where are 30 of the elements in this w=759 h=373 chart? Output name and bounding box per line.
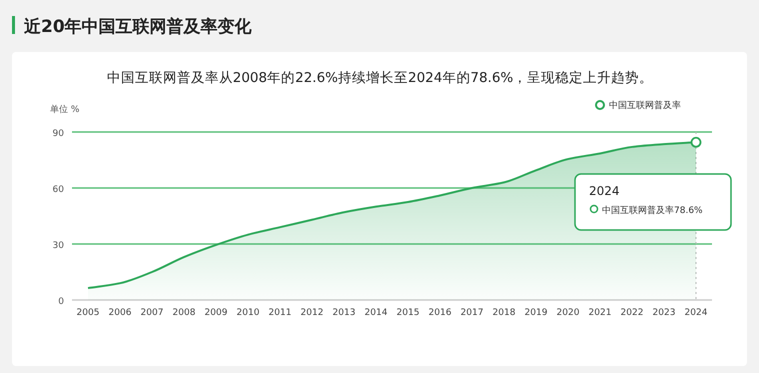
y-tick-label: 90 <box>52 129 64 139</box>
x-tick-label: 2005 <box>76 308 100 318</box>
x-tick-label: 2006 <box>108 308 132 318</box>
x-tick-label: 2008 <box>172 308 196 318</box>
chart-title: 近20年中国互联网普及率变化 <box>23 16 253 37</box>
x-tick-label: 2023 <box>652 308 676 318</box>
y-tick-label: 60 <box>52 185 64 195</box>
x-tick-label: 2021 <box>588 308 612 318</box>
chart-subtitle: 中国互联网普及率从2008年的22.6%持续增长至2024年的78.6%，呈现稳定上升趋势。 <box>106 69 654 86</box>
annotation: 中国互联网普及率78.6% <box>602 205 704 216</box>
x-tick-label: 2011 <box>268 308 292 318</box>
x-tick-label: 2015 <box>396 308 420 318</box>
x-tick-label: 2009 <box>204 308 228 318</box>
x-tick-label: 2012 <box>300 308 324 318</box>
legend-label: 中国互联网普及率 <box>609 100 681 111</box>
x-tick-label: 2016 <box>428 308 452 318</box>
x-tick-label: 2020 <box>556 308 580 318</box>
x-tick-label: 2014 <box>364 308 388 318</box>
y-tick-label: 30 <box>52 241 64 251</box>
x-tick-label: 2022 <box>620 308 644 318</box>
annotation: 2024 <box>589 184 620 198</box>
x-tick-label: 2018 <box>492 308 516 318</box>
x-tick-label: 2013 <box>332 308 356 318</box>
y-axis-title: 单位 % <box>50 104 80 115</box>
x-tick-label: 2007 <box>140 308 164 318</box>
y-tick-label: 0 <box>58 297 64 307</box>
x-tick-label: 2024 <box>684 308 708 318</box>
x-tick-label: 2017 <box>460 308 484 318</box>
x-tick-label: 2019 <box>524 308 548 318</box>
x-tick-label: 2010 <box>236 308 260 318</box>
